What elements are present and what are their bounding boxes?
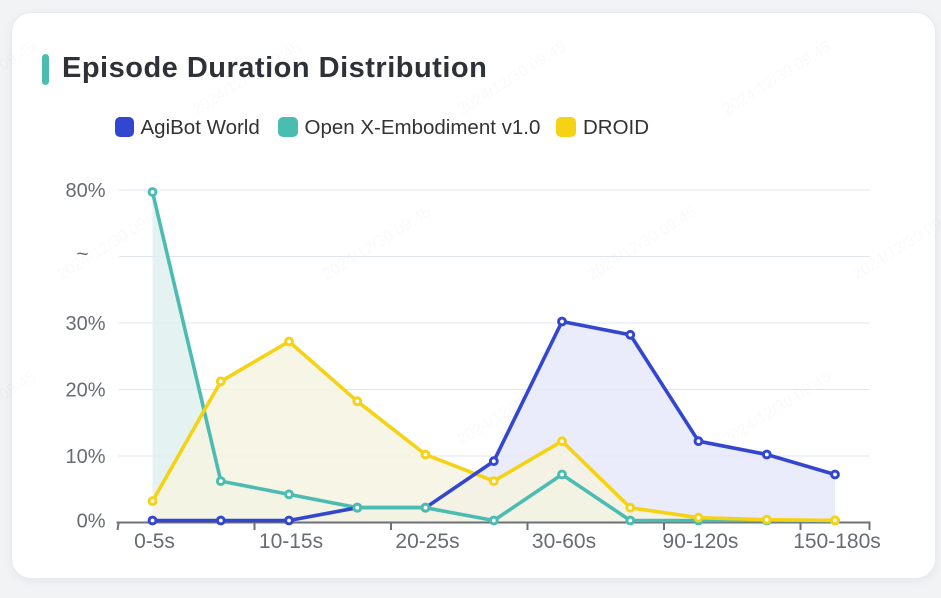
svg-text:20-25s: 20-25s bbox=[395, 530, 459, 553]
svg-text:0-5s: 0-5s bbox=[134, 530, 175, 553]
svg-text:20%: 20% bbox=[65, 380, 105, 402]
svg-text:30%: 30% bbox=[65, 313, 105, 335]
svg-text:90-120s: 90-120s bbox=[663, 530, 739, 553]
svg-text:10%: 10% bbox=[65, 446, 105, 468]
svg-text:30-60s: 30-60s bbox=[532, 530, 596, 553]
svg-text:~: ~ bbox=[76, 243, 88, 266]
svg-text:10-15s: 10-15s bbox=[259, 530, 323, 553]
svg-text:0%: 0% bbox=[77, 511, 106, 533]
svg-text:150-180s: 150-180s bbox=[793, 530, 881, 553]
svg-text:80%: 80% bbox=[65, 180, 105, 202]
